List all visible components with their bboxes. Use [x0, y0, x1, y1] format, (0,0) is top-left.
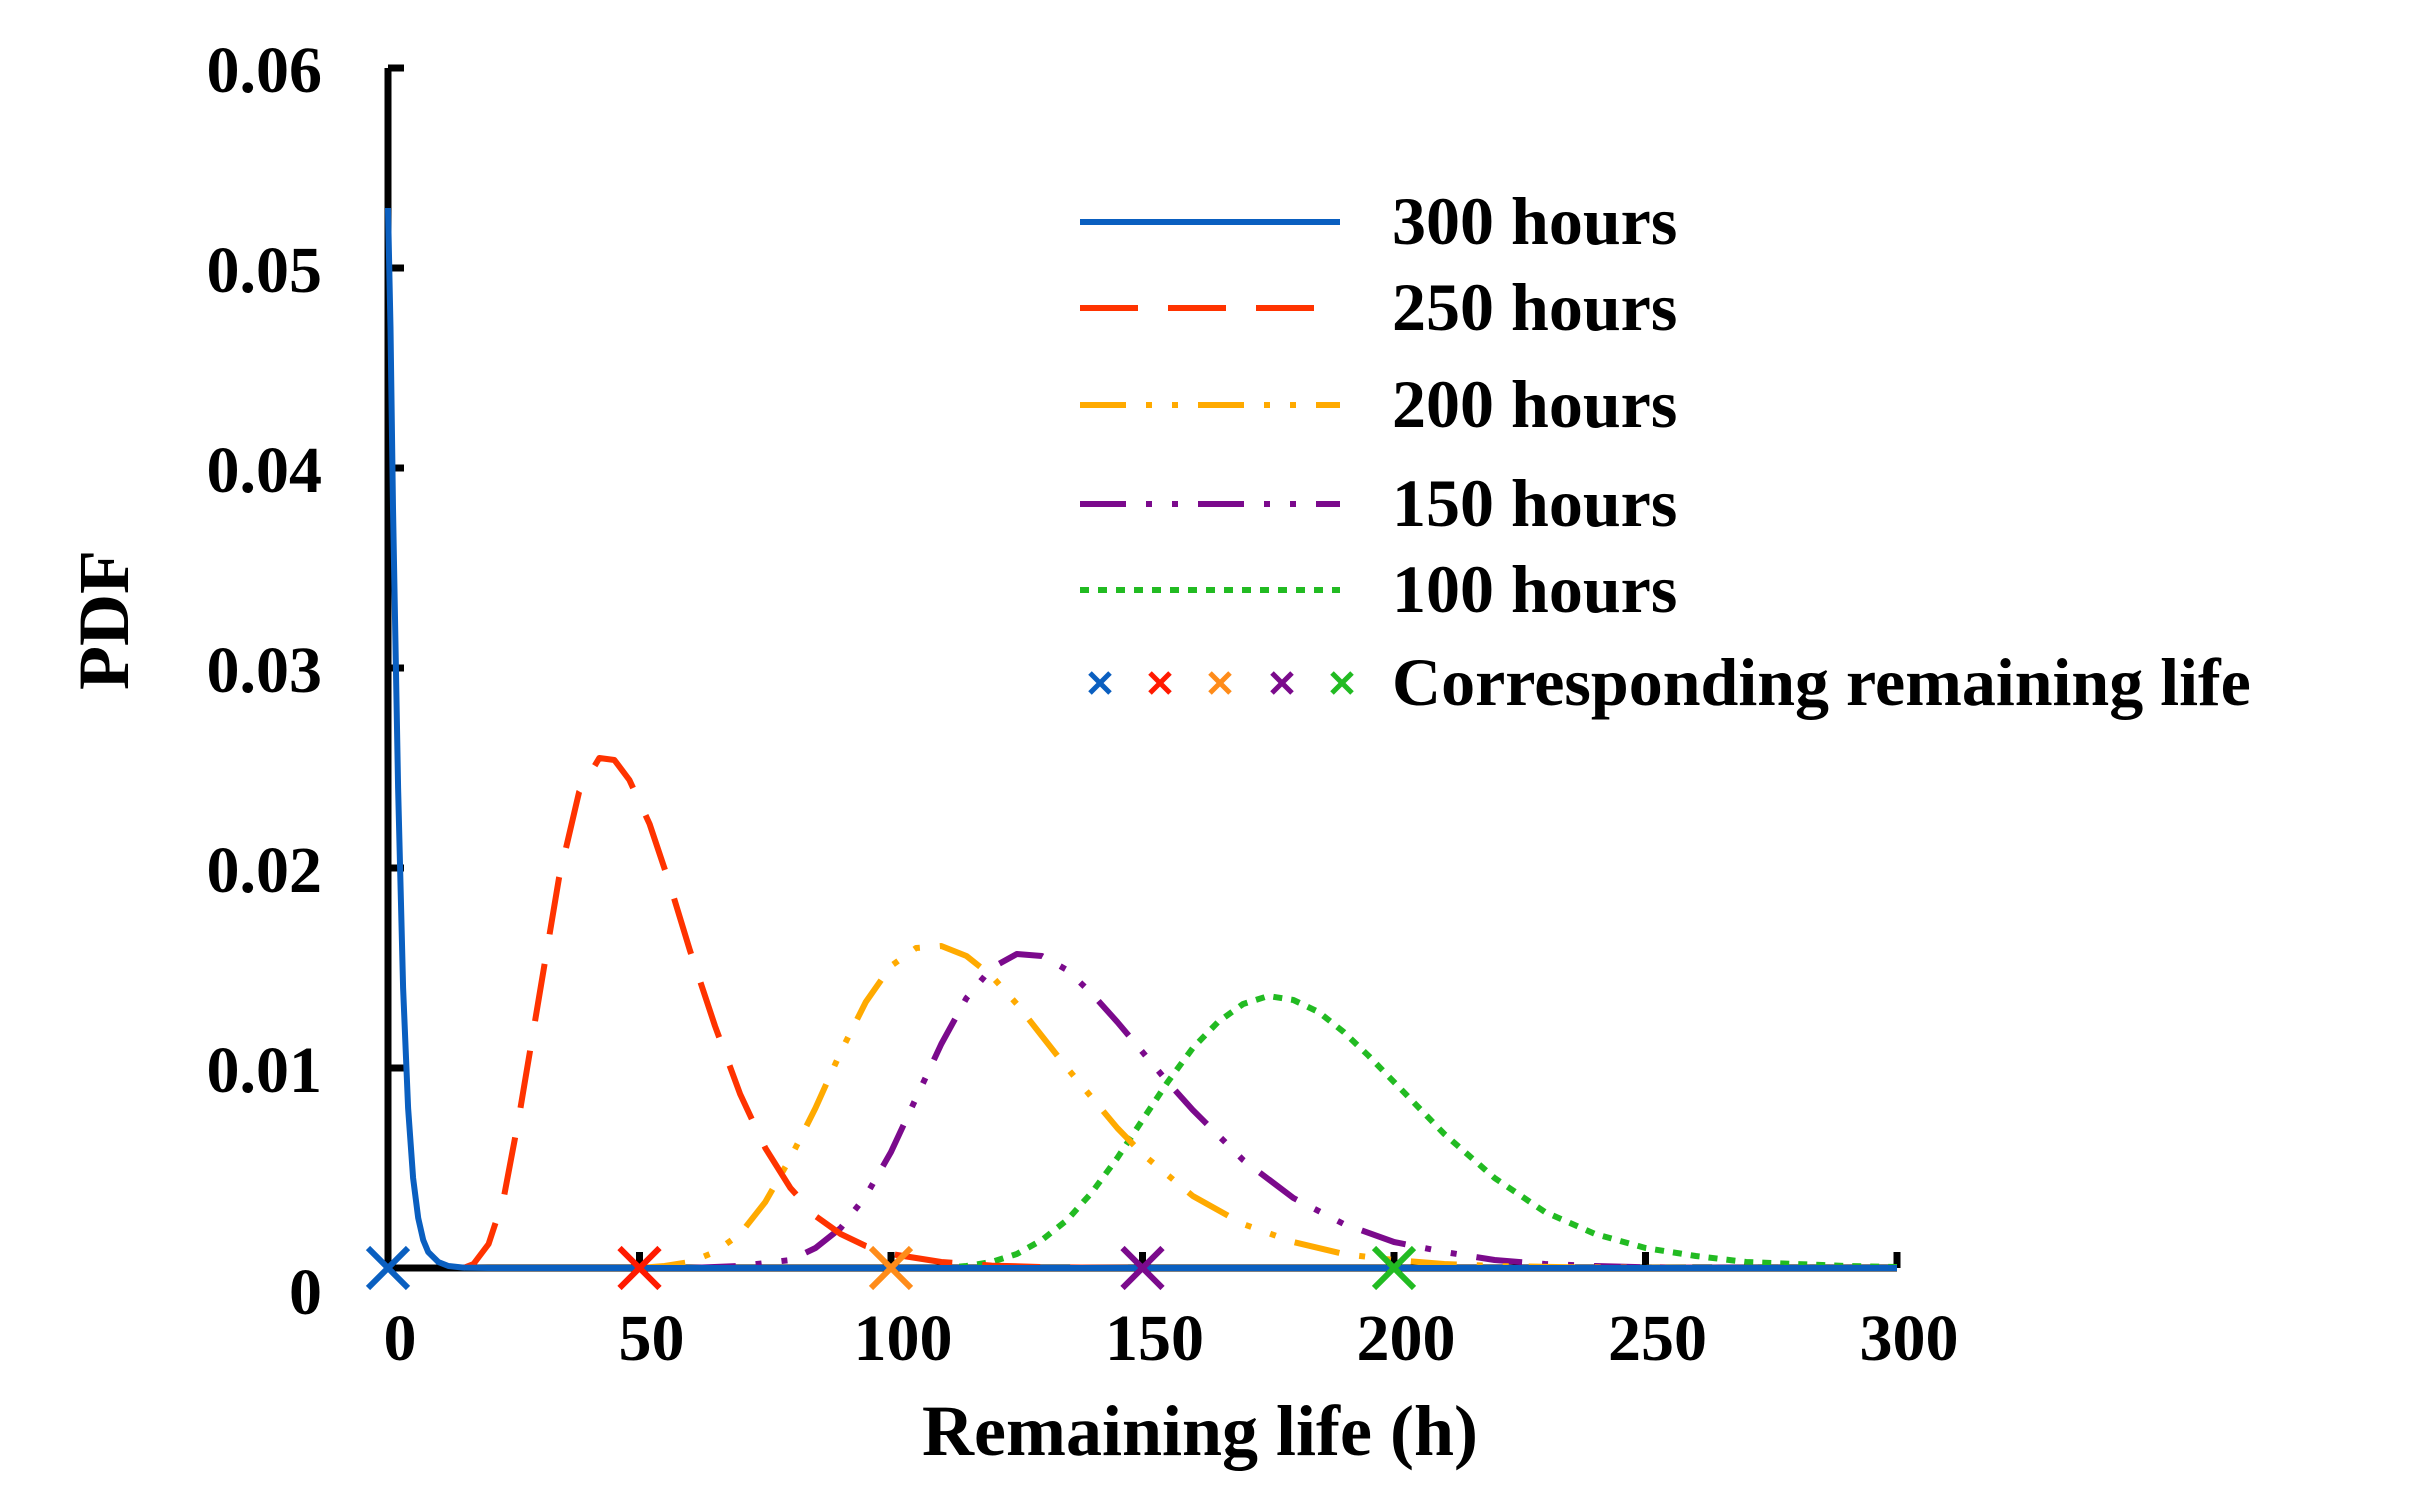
- y-tick-label: 0: [289, 1256, 322, 1329]
- legend-label: 250 hours: [1392, 269, 1677, 345]
- x-tick-label: 0: [384, 1302, 417, 1375]
- legend-swatch-markers: [1088, 671, 1354, 695]
- legend-label: 100 hours: [1392, 551, 1677, 627]
- series-line-250-hours: [462, 755, 1897, 1271]
- y-tick-labels: 0 0.01 0.02 0.03 0.04 0.05 0.06: [207, 34, 323, 1329]
- x-axis-title: Remaining life (h): [922, 1391, 1478, 1471]
- x-tick-label: 100: [854, 1302, 953, 1375]
- x-tick-label: 50: [619, 1302, 685, 1375]
- remaining-life-marker: [868, 1245, 914, 1291]
- y-tick-label: 0.01: [207, 1034, 323, 1107]
- x-tick-label: 250: [1608, 1302, 1707, 1375]
- series-line-200-hours: [639, 943, 1897, 1271]
- legend-label: 300 hours: [1392, 183, 1677, 259]
- series-line-150-hours: [689, 951, 1898, 1271]
- x-tick-label: 150: [1105, 1302, 1204, 1375]
- y-tick-label: 0.04: [207, 434, 323, 507]
- y-tick-label: 0.06: [207, 34, 323, 107]
- legend-label: Corresponding remaining life: [1392, 644, 2251, 720]
- legend-label: 150 hours: [1392, 465, 1677, 541]
- x-tick-label: 300: [1860, 1302, 1959, 1375]
- series-line-300-hours: [385, 207, 1897, 1271]
- x-tick-label: 200: [1357, 1302, 1456, 1375]
- y-tick-label: 0.03: [207, 634, 323, 707]
- legend-label: 200 hours: [1392, 366, 1677, 442]
- marker-layer: [365, 1245, 1417, 1291]
- y-tick-label: 0.02: [207, 834, 323, 907]
- remaining-life-marker: [1120, 1245, 1165, 1291]
- remaining-life-marker: [617, 1245, 662, 1291]
- series-layer: [385, 207, 1898, 1271]
- y-tick-label: 0.05: [207, 234, 323, 307]
- y-axis-title: PDF: [64, 550, 144, 690]
- legend: 300 hours 250 hours 200 hours 150 hours 100 …: [1080, 183, 2251, 720]
- remaining-life-marker: [365, 1245, 411, 1291]
- series-line-100-hours: [941, 993, 1898, 1271]
- remaining-life-marker: [1371, 1245, 1417, 1291]
- x-tick-labels: 0 50 100 150 200 250 300: [384, 1302, 1959, 1375]
